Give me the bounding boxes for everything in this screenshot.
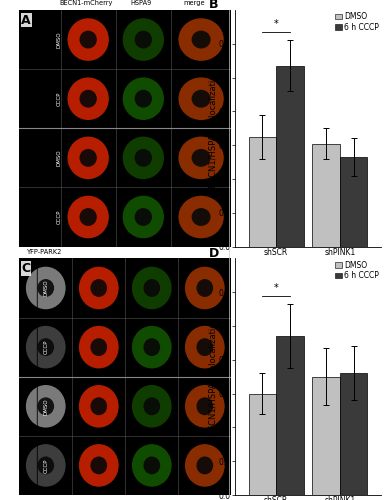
Ellipse shape xyxy=(26,385,65,428)
Ellipse shape xyxy=(123,196,164,238)
Bar xyxy=(340,157,367,246)
Ellipse shape xyxy=(196,398,213,415)
Ellipse shape xyxy=(79,444,119,486)
Ellipse shape xyxy=(185,266,225,310)
Bar xyxy=(313,144,340,246)
Text: HSPA9: HSPA9 xyxy=(131,0,152,6)
Ellipse shape xyxy=(79,30,97,48)
Ellipse shape xyxy=(37,398,54,415)
Ellipse shape xyxy=(192,208,211,226)
Ellipse shape xyxy=(79,326,119,368)
Ellipse shape xyxy=(79,266,119,310)
Text: CCCP: CCCP xyxy=(44,340,49,354)
Ellipse shape xyxy=(135,30,152,48)
Text: shSCR: shSCR xyxy=(36,60,41,79)
Ellipse shape xyxy=(178,18,224,61)
Ellipse shape xyxy=(67,196,109,238)
Text: merge: merge xyxy=(183,0,205,6)
Ellipse shape xyxy=(178,78,224,120)
Ellipse shape xyxy=(185,444,225,486)
Ellipse shape xyxy=(135,208,152,226)
Ellipse shape xyxy=(185,326,225,368)
Ellipse shape xyxy=(79,208,97,226)
Ellipse shape xyxy=(196,456,213,474)
Ellipse shape xyxy=(26,266,65,310)
Ellipse shape xyxy=(132,385,172,428)
Bar xyxy=(313,376,340,495)
Text: A: A xyxy=(22,14,31,26)
Text: *: * xyxy=(274,283,278,293)
Ellipse shape xyxy=(192,30,211,48)
Ellipse shape xyxy=(67,136,109,179)
Text: C: C xyxy=(22,262,30,275)
Ellipse shape xyxy=(123,18,164,61)
Ellipse shape xyxy=(90,279,107,297)
Y-axis label: BECN1/HSPA9 colocalization: BECN1/HSPA9 colocalization xyxy=(208,318,217,436)
Ellipse shape xyxy=(37,338,54,356)
Text: DMSO: DMSO xyxy=(44,280,49,296)
Ellipse shape xyxy=(135,149,152,167)
Ellipse shape xyxy=(90,456,107,474)
Bar xyxy=(276,66,304,246)
Bar xyxy=(249,394,276,495)
Text: B: B xyxy=(209,0,218,11)
Ellipse shape xyxy=(178,196,224,238)
Text: D: D xyxy=(209,246,219,260)
Ellipse shape xyxy=(79,149,97,167)
Text: BECN1-mCherry: BECN1-mCherry xyxy=(59,0,113,6)
Ellipse shape xyxy=(132,326,172,368)
Ellipse shape xyxy=(144,398,160,415)
Ellipse shape xyxy=(67,18,109,61)
Ellipse shape xyxy=(26,326,65,368)
Ellipse shape xyxy=(90,338,107,356)
Bar xyxy=(276,336,304,495)
Text: CCCP: CCCP xyxy=(56,210,61,224)
Text: DMSO: DMSO xyxy=(56,150,61,166)
Bar xyxy=(249,136,276,246)
Ellipse shape xyxy=(90,398,107,415)
Text: CCCP: CCCP xyxy=(44,458,49,472)
Ellipse shape xyxy=(123,78,164,120)
Text: shPINK1: shPINK1 xyxy=(25,423,30,448)
Ellipse shape xyxy=(37,279,54,297)
Ellipse shape xyxy=(196,338,213,356)
Ellipse shape xyxy=(123,136,164,179)
Ellipse shape xyxy=(196,279,213,297)
Text: CCCP: CCCP xyxy=(56,92,61,106)
Legend: DMSO, 6 h CCCP: DMSO, 6 h CCCP xyxy=(334,260,380,281)
Y-axis label: BECN1/HSPA9 colocalization: BECN1/HSPA9 colocalization xyxy=(208,69,217,188)
Ellipse shape xyxy=(135,90,152,108)
Ellipse shape xyxy=(192,149,211,167)
Text: DMSO: DMSO xyxy=(44,398,49,414)
Legend: DMSO, 6 h CCCP: DMSO, 6 h CCCP xyxy=(334,12,380,32)
Text: shSCR: shSCR xyxy=(25,308,30,328)
Ellipse shape xyxy=(132,444,172,486)
Ellipse shape xyxy=(144,456,160,474)
Ellipse shape xyxy=(37,456,54,474)
Ellipse shape xyxy=(144,338,160,356)
Ellipse shape xyxy=(178,136,224,179)
Text: shPINK1: shPINK1 xyxy=(36,174,41,200)
Ellipse shape xyxy=(192,90,211,108)
Ellipse shape xyxy=(67,78,109,120)
Ellipse shape xyxy=(144,279,160,297)
Ellipse shape xyxy=(185,385,225,428)
Ellipse shape xyxy=(79,90,97,108)
Ellipse shape xyxy=(79,385,119,428)
Ellipse shape xyxy=(132,266,172,310)
Text: *: * xyxy=(274,20,278,30)
Text: YFP-PARK2: YFP-PARK2 xyxy=(27,249,62,255)
Text: DMSO: DMSO xyxy=(56,32,61,48)
Bar xyxy=(340,374,367,495)
Ellipse shape xyxy=(26,444,65,486)
